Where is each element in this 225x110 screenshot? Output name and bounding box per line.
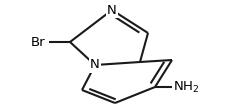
Text: N: N <box>90 59 99 72</box>
Text: NH$_2$: NH$_2$ <box>172 79 199 95</box>
Text: N: N <box>107 4 116 16</box>
Text: Br: Br <box>31 36 45 49</box>
